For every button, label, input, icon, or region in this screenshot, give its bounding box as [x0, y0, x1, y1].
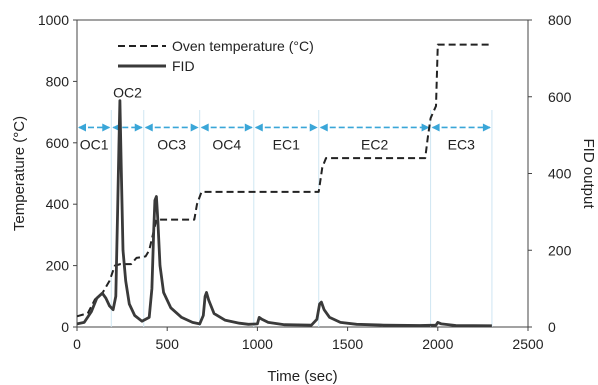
legend: Oven temperature (°C) FID: [118, 38, 314, 74]
x-tick-label-5: 2500: [512, 336, 543, 352]
x-tick-label-1: 500: [156, 336, 180, 352]
legend-label-fid: FID: [172, 58, 195, 74]
phase-label-oc1: OC1: [80, 136, 109, 152]
phase-label-ec1: EC1: [273, 136, 300, 152]
x-axis-title: Time (sec): [267, 368, 337, 385]
y-left-tick-label-0: 0: [61, 319, 69, 335]
series-lines: [76, 43, 492, 328]
phase-arrow-right-0: [102, 123, 111, 132]
phase-arrow-right-2: [190, 123, 199, 132]
x-tick-label-4: 2000: [422, 336, 453, 352]
legend-label-oven: Oven temperature (°C): [172, 38, 314, 54]
y-left-tick-label-5: 1000: [38, 12, 69, 28]
y-left-tick-label-3: 600: [46, 135, 70, 151]
y-right-tick-label-4: 800: [548, 12, 572, 28]
y-right-tick-label-2: 400: [548, 166, 572, 182]
phase-arrow-left-4: [254, 123, 263, 132]
phase-arrow-right-1: [134, 123, 143, 132]
fid-line: [76, 99, 492, 328]
y-right-tick-label-3: 600: [548, 89, 572, 105]
x-tick-label-0: 0: [73, 336, 81, 352]
phase-arrow-left-2: [144, 123, 153, 132]
y-right-axis-title: FID output: [580, 138, 597, 209]
x-tick-label-2: 1000: [242, 336, 273, 352]
y-right-tick-label-0: 0: [548, 319, 556, 335]
phase-arrow-left-6: [431, 123, 440, 132]
oven-temperature-line: [76, 43, 492, 318]
x-tick-label-3: 1500: [332, 336, 363, 352]
phase-label-oc4: OC4: [212, 136, 241, 152]
phase-arrow-left-0: [78, 123, 86, 132]
phase-arrow-right-4: [309, 123, 318, 132]
axes: 0 500 1000 1500 2000 2500 0 200 400 600 800 1000 0 20…: [11, 12, 597, 385]
phase-arrow-right-6: [482, 123, 491, 132]
phase-label-ec3: EC3: [448, 136, 475, 152]
phase-markers: OC1 OC2 OC3 OC4 EC1 EC2 EC3: [78, 84, 493, 327]
y-left-axis-title: Temperature (°C): [11, 116, 28, 231]
y-left-tick-label-4: 800: [46, 73, 70, 89]
phase-label-oc2: OC2: [113, 84, 142, 100]
phase-label-oc3: OC3: [157, 136, 186, 152]
phase-arrow-right-5: [421, 123, 430, 132]
phase-arrow-right-3: [244, 123, 253, 132]
y-left-tick-label-1: 200: [46, 258, 70, 274]
y-right-tick-label-1: 200: [548, 242, 572, 258]
phase-arrow-left-5: [319, 123, 328, 132]
phase-label-ec2: EC2: [361, 136, 388, 152]
y-left-tick-label-2: 400: [46, 196, 70, 212]
phase-arrow-left-3: [200, 123, 209, 132]
